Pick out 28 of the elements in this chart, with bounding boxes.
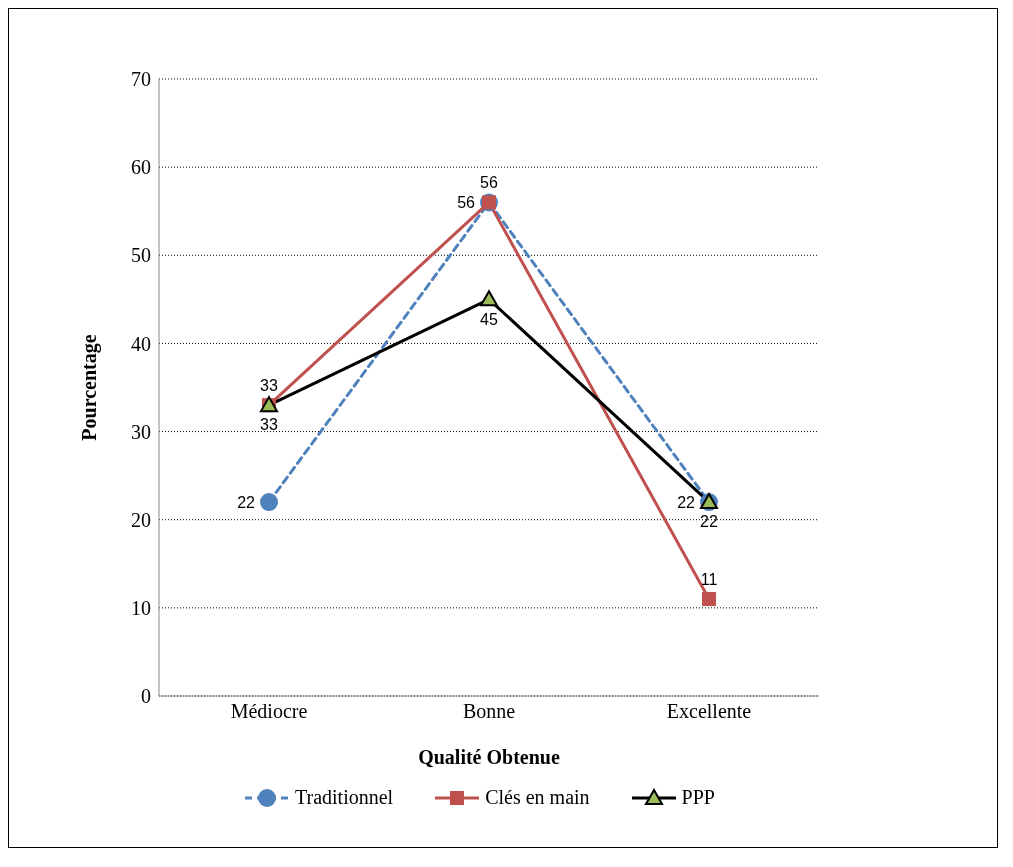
y-tick-label: 30 (131, 420, 151, 443)
legend-label: PPP (681, 786, 715, 809)
data-label: 33 (260, 416, 278, 434)
legend-label: Traditionnel (295, 786, 394, 809)
y-tick-label: 60 (131, 156, 151, 179)
y-tick-label: 70 (131, 68, 151, 91)
data-label: 45 (480, 310, 498, 328)
y-tick-label: 50 (131, 244, 151, 267)
data-label: 22 (677, 493, 696, 511)
y-tick-label: 20 (131, 508, 151, 531)
data-label: 33 (260, 377, 278, 395)
y-axis-title: Pourcentage (78, 334, 102, 441)
x-tick-label: Bonne (462, 700, 516, 723)
point (260, 493, 278, 512)
x-tick-label: Médiocre (230, 700, 308, 723)
data-label: 11 (700, 571, 718, 589)
point (480, 290, 498, 307)
data-label: 56 (480, 174, 498, 192)
x-axis-title: Qualité Obtenue (418, 746, 560, 768)
y-tick-label: 0 (141, 685, 151, 708)
point (702, 592, 716, 607)
data-label: 22 (237, 493, 256, 511)
y-tick-label: 40 (131, 332, 151, 355)
x-tick-label: Excellente (666, 700, 752, 723)
y-tick-label: 10 (131, 596, 151, 619)
data-label: 56 (457, 194, 476, 212)
data-label: 22 (700, 513, 718, 531)
legend-label: Clés en main (485, 786, 590, 809)
